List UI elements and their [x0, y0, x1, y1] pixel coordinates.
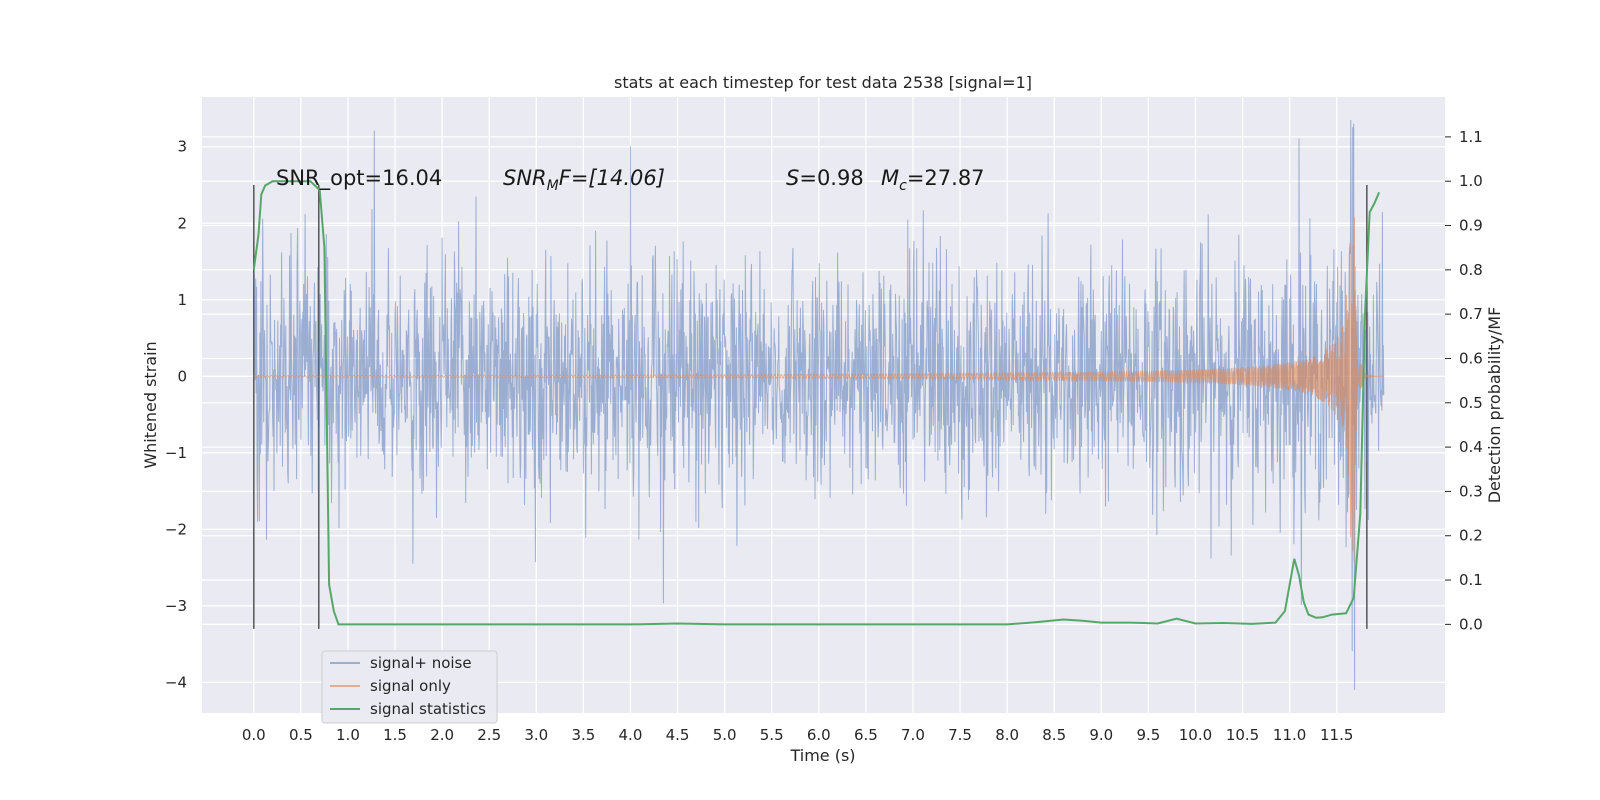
x-tick-label: 2.5	[477, 726, 501, 744]
x-tick-label: 0.5	[289, 726, 313, 744]
y-tick-label: 1	[177, 291, 187, 309]
x-tick-label: 1.0	[336, 726, 360, 744]
x-tick-label: 3.0	[524, 726, 548, 744]
annotation-mc: Mc=27.87	[881, 166, 985, 194]
y-tick-label: −4	[165, 673, 187, 691]
y-right-axis-label: Detection probability/MF	[1485, 307, 1504, 504]
x-tick-label: 7.0	[901, 726, 925, 744]
signal-statistics-line	[252, 180, 1381, 626]
signal-noise-line	[253, 119, 1385, 691]
legend: signal+ noise signal only signal statist…	[321, 650, 498, 724]
x-tick-labels: 0.0 0.5 1.0 1.5 2.0 2.5 3.0 3.5 4.0 4.5 5.0 5.5 6.0 6…	[242, 726, 1354, 744]
x-tick-label: 7.5	[948, 726, 972, 744]
series-signal-only	[253, 217, 1384, 563]
signal-only-line	[253, 217, 1384, 563]
x-tick-label: 11.0	[1273, 726, 1306, 744]
y-tick-labels: 3 2 1 0 −1 −2 −3 −4	[165, 138, 187, 692]
chart-title: stats at each timestep for test data 253…	[614, 73, 1032, 92]
x-tick-label: 9.5	[1136, 726, 1160, 744]
x-tick-label: 8.0	[995, 726, 1019, 744]
y-tick-label: −3	[165, 597, 187, 615]
x-tick-label: 0.0	[242, 726, 266, 744]
x-tick-label: 11.5	[1320, 726, 1353, 744]
y-right-tick-label: 0.5	[1459, 394, 1483, 412]
y-tick-label: 3	[177, 138, 187, 156]
y-right-tick-label: 0.7	[1459, 305, 1483, 323]
x-tick-label: 5.5	[760, 726, 784, 744]
y-right-tick-label: 0.4	[1459, 438, 1483, 456]
legend-label-signal-noise: signal+ noise	[370, 654, 472, 672]
annotation-s: S=0.98	[786, 166, 864, 190]
y-tick-label: −1	[165, 444, 187, 462]
x-tick-label: 1.5	[383, 726, 407, 744]
legend-box	[321, 650, 498, 724]
x-tick-label: 10.0	[1179, 726, 1212, 744]
legend-label-signal-statistics: signal statistics	[370, 700, 486, 718]
y-right-tick-label: 1.0	[1459, 172, 1483, 190]
series-signal-noise	[253, 119, 1385, 691]
y-right-tick-label: 0.9	[1459, 217, 1483, 235]
y-axis-label: Whitened strain	[141, 341, 160, 468]
y-right-tick-label: 0.6	[1459, 349, 1483, 367]
y-tick-label: 2	[177, 214, 187, 232]
y-right-tick-labels: 1.1 1.0 0.9 0.8 0.7 0.6 0.5 0.4 0.3 0.2 0.1 0.0	[1445, 128, 1483, 633]
x-tick-label: 6.5	[854, 726, 878, 744]
y-right-tick-label: 1.1	[1459, 128, 1483, 146]
x-tick-label: 6.0	[807, 726, 831, 744]
x-tick-label: 4.5	[666, 726, 690, 744]
y-right-tick-label: 0.8	[1459, 261, 1483, 279]
y-right-tick-label: 0.2	[1459, 527, 1483, 545]
annotation-snr-opt: SNR_opt=16.04	[276, 166, 442, 191]
x-tick-label: 5.0	[713, 726, 737, 744]
annotation-snr-mf: SNRMF=[14.06]	[503, 166, 665, 194]
x-tick-label: 3.5	[571, 726, 595, 744]
series-signal-statistics	[252, 180, 1381, 626]
x-tick-label: 2.0	[430, 726, 454, 744]
x-axis-label: Time (s)	[789, 746, 855, 765]
y-right-tick-label: 0.3	[1459, 482, 1483, 500]
y-tick-label: −2	[165, 520, 187, 538]
x-tick-label: 4.0	[619, 726, 643, 744]
legend-label-signal-only: signal only	[370, 677, 451, 695]
y-tick-label: 0	[177, 367, 187, 385]
x-tick-label: 8.5	[1042, 726, 1066, 744]
x-tick-label: 10.5	[1226, 726, 1259, 744]
y-right-tick-label: 0.1	[1459, 571, 1483, 589]
x-tick-label: 9.0	[1089, 726, 1113, 744]
y-right-tick-label: 0.0	[1459, 615, 1483, 633]
